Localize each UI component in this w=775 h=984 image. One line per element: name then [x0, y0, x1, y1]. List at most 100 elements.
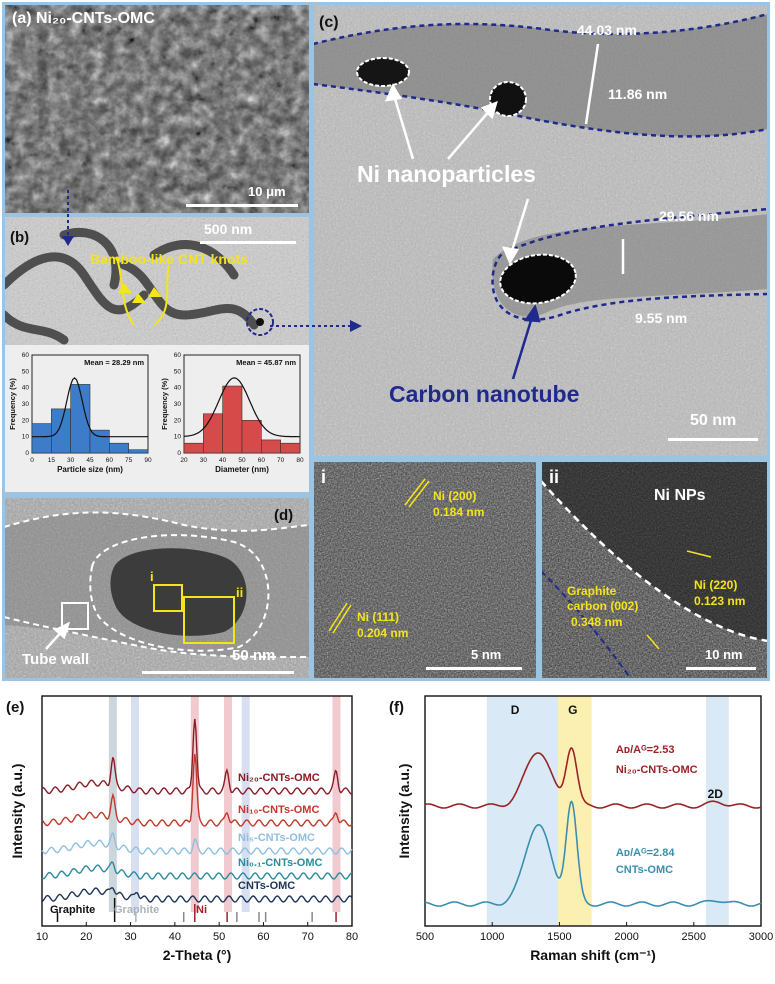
raman-xtick-label: 3000 [749, 931, 773, 943]
histogram-diameter: Mean = 45.87 nm 20 30 40 50 60 70 80 0 10 20 30 40 50… [160, 352, 304, 474]
panel-b-label: (b) [10, 229, 30, 246]
panel-i-hrtem-image: i Ni (200) 0.184 nm Ni (111) 0.204 nm 5 … [313, 461, 537, 679]
hist-ytick: 0 [177, 450, 181, 457]
xrd-xtick-label: 80 [346, 931, 358, 943]
panel-a-scale-bar [186, 204, 298, 207]
hist-xtick: 80 [296, 457, 304, 464]
raman-band-label: D [511, 703, 520, 717]
panel-i-d111: 0.204 nm [357, 626, 409, 640]
panel-c-d3: 29.56 nm [659, 208, 719, 224]
panel-ii-ni220: Ni (220) [694, 578, 738, 592]
hist-xtick: 30 [200, 457, 208, 464]
xrd-reference-label: Graphite [50, 904, 95, 916]
hist-ytick: 20 [22, 417, 30, 424]
panel-ii-scale-text: 10 nm [705, 647, 743, 662]
raman-ratio-label: Aᴅ/Aᴳ=2.53 [616, 744, 675, 756]
raman-band-label: G [568, 703, 577, 717]
raman-xlabel: Raman shift (cm⁻¹) [530, 947, 656, 963]
chart-e-xrd: Ni₂₀-CNTs-OMC Ni₁₀-CNTs-OMC Ni₅-CNTs-OMC Ni… [6, 695, 358, 963]
raman-xtick-label: 1500 [547, 931, 571, 943]
xrd-highlight-band [241, 696, 250, 912]
hist-xtick: 60 [106, 457, 114, 464]
hist-fit-curve [32, 377, 148, 438]
hist-ytick: 40 [22, 385, 30, 392]
panel-d-tem-image: (d) i ii Tube wall 50 nm [4, 497, 310, 679]
xrd-series-line [41, 887, 353, 903]
xrd-xtick-label: 30 [124, 931, 136, 943]
panel-d-box-i: i [150, 569, 154, 584]
panel-b: (b) 500 nm Bamboo-like CNT knots Mean = … [4, 215, 310, 493]
hist-ytick: 10 [22, 434, 30, 441]
panel-c-d2: 11.86 nm [608, 86, 668, 102]
panel-i-d200: 0.184 nm [433, 505, 485, 519]
panel-a-sem-image: (a) Ni₂₀-CNTs-OMC 10 μm [4, 4, 310, 214]
xrd-xtick-label: 50 [213, 931, 225, 943]
panel-i-label: i [321, 467, 327, 487]
xrd-series-label: Ni₀.₁-CNTs-OMC [238, 857, 323, 869]
panel-c-label: (c) [319, 14, 339, 31]
hist-xtick: 50 [238, 457, 246, 464]
panel-d-tube-label: Tube wall [22, 651, 90, 668]
panel-c-d1: 44.03 nm [577, 22, 637, 38]
hist-xtick: 70 [277, 457, 285, 464]
panel-c-tem-image: (c) 44.03 nm 11.86 nm Ni nanoparticles 2… [313, 4, 768, 457]
xrd-xtick-label: 70 [302, 931, 314, 943]
hist-bar [183, 442, 204, 454]
raman-xtick-label: 2500 [682, 931, 706, 943]
panel-i-ni200: Ni (200) [433, 489, 477, 503]
hist-xtick: 90 [144, 457, 152, 464]
xrd-xtick-label: 20 [80, 931, 92, 943]
hist-ylabel: Frequency (%) [8, 378, 17, 430]
xrd-xtick-label: 10 [36, 931, 48, 943]
xrd-highlight-band [332, 696, 341, 912]
hist-xlabel: Particle size (nm) [57, 465, 123, 474]
panel-c-cnt-label: Carbon nanotube [389, 381, 580, 407]
hist-xtick: 30 [67, 457, 75, 464]
chart-f-raman: D G 2D Aᴅ/Aᴳ=2.53 Ni₂₀-CNTs-OMC Aᴅ/Aᴳ=2.84 CNT… [389, 695, 773, 963]
hist-xtick: 45 [86, 457, 94, 464]
hist-ytick: 60 [22, 352, 30, 359]
panel-i-scale-bar [426, 667, 522, 670]
hist-bar [280, 442, 301, 454]
panel-c-ni-label: Ni nanoparticles [357, 161, 536, 187]
hist-ytick: 0 [25, 450, 29, 457]
hist-bar [109, 442, 129, 454]
xrd-series-label: Ni₂₀-CNTs-OMC [238, 772, 320, 784]
histogram-particle-size: Mean = 28.29 nm 0 15 30 45 60 75 90 0 10 20 30 40 50 6… [8, 352, 152, 474]
panel-b-scale-text: 500 nm [204, 221, 253, 237]
panel-ii-scale-bar [686, 667, 756, 670]
hist-ytick: 30 [174, 401, 182, 408]
hist-bar [261, 439, 281, 454]
panel-ii-carbon: carbon (002) [567, 599, 639, 613]
xrd-series-label: Ni₁₀-CNTs-OMC [238, 804, 319, 816]
panel-ii-title: Ni NPs [654, 487, 706, 504]
hist-ytick: 10 [174, 434, 182, 441]
xrd-axes [41, 695, 353, 927]
panel-d-box-ii: ii [236, 585, 244, 600]
raman-series-line [424, 800, 762, 907]
hist-ytick: 20 [174, 417, 182, 424]
xrd-xtick-label: 60 [257, 931, 269, 943]
xrd-highlight-band [224, 696, 232, 912]
panel-b-annotation: Bamboo-like CNT knots [90, 251, 248, 267]
raman-series-line [424, 747, 762, 809]
xrd-xtick-label: 40 [169, 931, 181, 943]
panel-ii-graphite: Graphite [567, 584, 617, 598]
panel-ii-d220: 0.123 nm [694, 594, 746, 608]
hist-bar [89, 429, 110, 454]
raman-xtick-label: 2000 [614, 931, 638, 943]
hist-xlabel: Diameter (nm) [215, 465, 269, 474]
panel-c-scale-text: 50 nm [690, 412, 737, 429]
xrd-series-line [41, 861, 353, 880]
xrd-xlabel: 2-Theta (°) [163, 947, 232, 963]
panel-ii-d002: 0.348 nm [571, 615, 623, 629]
raman-panel-label: (f) [389, 699, 404, 716]
xrd-highlight-band [131, 696, 139, 912]
hist-ytick: 30 [22, 401, 30, 408]
panel-a-label: (a) Ni₂₀-CNTs-OMC [12, 10, 155, 27]
hist-ylabel: Frequency (%) [160, 378, 169, 430]
xrd-series-label: CNTs-OMC [238, 880, 295, 892]
xrd-ylabel: Intensity (a.u.) [9, 764, 25, 859]
panel-ii-hrtem-image: ii Ni NPs Graphite carbon (002) 0.348 nm… [541, 461, 768, 679]
xrd-panel-label: (e) [6, 699, 24, 716]
